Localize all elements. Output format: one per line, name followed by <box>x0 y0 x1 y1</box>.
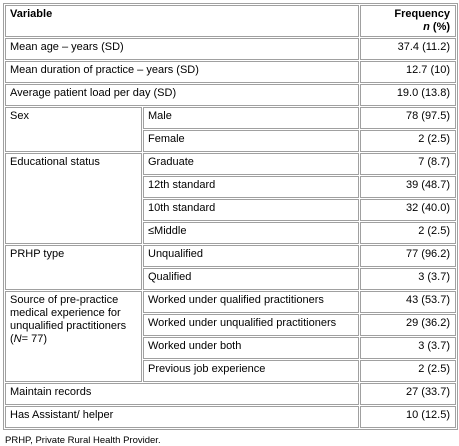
group-label-text: Educational status <box>10 156 100 168</box>
row: Educational status Graduate 7 (8.7) <box>5 153 457 244</box>
item-label: Unqualified <box>143 245 360 267</box>
footnote: PRHP, Private Rural Health Provider. <box>5 435 161 446</box>
row: Worked under both 3 (3.7) <box>5 337 457 359</box>
row: Qualified 3 (3.7) <box>5 268 457 290</box>
row: Worked under unqualified practitioners 29… <box>5 314 457 336</box>
item-value: 3 (3.7) <box>360 337 457 359</box>
item-value: 78 (97.5) <box>360 107 457 129</box>
header-variable: Variable <box>5 5 360 37</box>
item-value: 29 (36.2) <box>360 314 457 336</box>
row: Has Assistant/ helper 10 (12.5) <box>5 406 457 428</box>
row-label: Mean age – years (SD) <box>5 38 360 60</box>
row-value: 19.0 (13.8) <box>360 84 457 106</box>
item-label: Worked under both <box>143 337 360 359</box>
group-label: Source of pre-practice medical experienc… <box>5 291 142 382</box>
item-label: 12th standard <box>143 176 360 198</box>
group-label-text: Source of pre-practice medical experienc… <box>10 294 127 345</box>
item-value: 7 (8.7) <box>360 153 457 175</box>
row: Maintain records 27 (33.7) <box>5 383 457 405</box>
item-value: 2 (2.5) <box>360 130 457 152</box>
row: Source of pre-practice medical experienc… <box>5 291 457 382</box>
row: Mean age – years (SD) 37.4 (11.2) <box>5 38 457 60</box>
item-label: 10th standard <box>143 199 360 221</box>
row-value: 10 (12.5) <box>360 406 457 428</box>
item-value: 2 (2.5) <box>360 360 457 382</box>
row-label: Mean duration of practice – years (SD) <box>5 61 360 83</box>
table: Variable Frequency n (%) Mean age – years (… <box>3 3 459 430</box>
page: {"table": { "header": {"variable": "Vari… <box>3 3 459 446</box>
item-value: 32 (40.0) <box>360 199 457 221</box>
header-unit: n (%) <box>365 21 450 34</box>
row: Mean duration of practice – years (SD) 12… <box>5 61 457 83</box>
group-label-text: PRHP type <box>10 248 65 260</box>
group-label: PRHP type <box>5 245 142 290</box>
item-label: Qualified <box>143 268 360 290</box>
row-label: Maintain records <box>5 383 360 405</box>
item-label: Worked under qualified practitioners <box>143 291 360 313</box>
row: Sex Male 78 (97.5) <box>5 107 457 152</box>
group-label: Sex <box>5 107 142 152</box>
row-label: Average patient load per day (SD) <box>5 84 360 106</box>
item-label: Previous job experience <box>143 360 360 382</box>
group-label: Educational status <box>5 153 142 244</box>
item-value: 39 (48.7) <box>360 176 457 198</box>
row: 10th standard 32 (40.0) <box>5 199 457 221</box>
group-label-end: = 77) <box>21 333 48 345</box>
item-label: ≤Middle <box>143 222 360 244</box>
header-frequency: Frequency n (%) <box>360 5 457 37</box>
table-body: Variable Frequency n (%) Mean age – years (… <box>5 5 457 428</box>
header-frequency-label: Frequency <box>394 8 451 20</box>
row-value: 37.4 (11.2) <box>360 38 457 60</box>
row: 12th standard 39 (48.7) <box>5 176 457 198</box>
header-unit-text: (%) <box>432 21 451 33</box>
row: Previous job experience 2 (2.5) <box>5 360 457 382</box>
item-label: Graduate <box>143 153 360 175</box>
group-label-var: N <box>13 333 22 345</box>
row-label: Has Assistant/ helper <box>5 406 360 428</box>
header-row: Variable Frequency n (%) <box>5 5 457 37</box>
item-value: 43 (53.7) <box>360 291 457 313</box>
header-unit-var: n <box>423 21 430 33</box>
row: PRHP type Unqualified 77 (96.2) <box>5 245 457 290</box>
item-value: 3 (3.7) <box>360 268 457 290</box>
item-value: 2 (2.5) <box>360 222 457 244</box>
row: Average patient load per day (SD) 19.0 (1… <box>5 84 457 106</box>
item-label: Male <box>143 107 360 129</box>
item-label: Worked under unqualified practitioners <box>143 314 360 336</box>
row: ≤Middle 2 (2.5) <box>5 222 457 244</box>
group-label-text: Sex <box>10 110 29 122</box>
table-container: Variable Frequency n (%) Mean age – years (… <box>3 3 459 446</box>
item-value: 77 (96.2) <box>360 245 457 267</box>
item-label: Female <box>143 130 360 152</box>
row: Female 2 (2.5) <box>5 130 457 152</box>
row-value: 12.7 (10) <box>360 61 457 83</box>
row-value: 27 (33.7) <box>360 383 457 405</box>
